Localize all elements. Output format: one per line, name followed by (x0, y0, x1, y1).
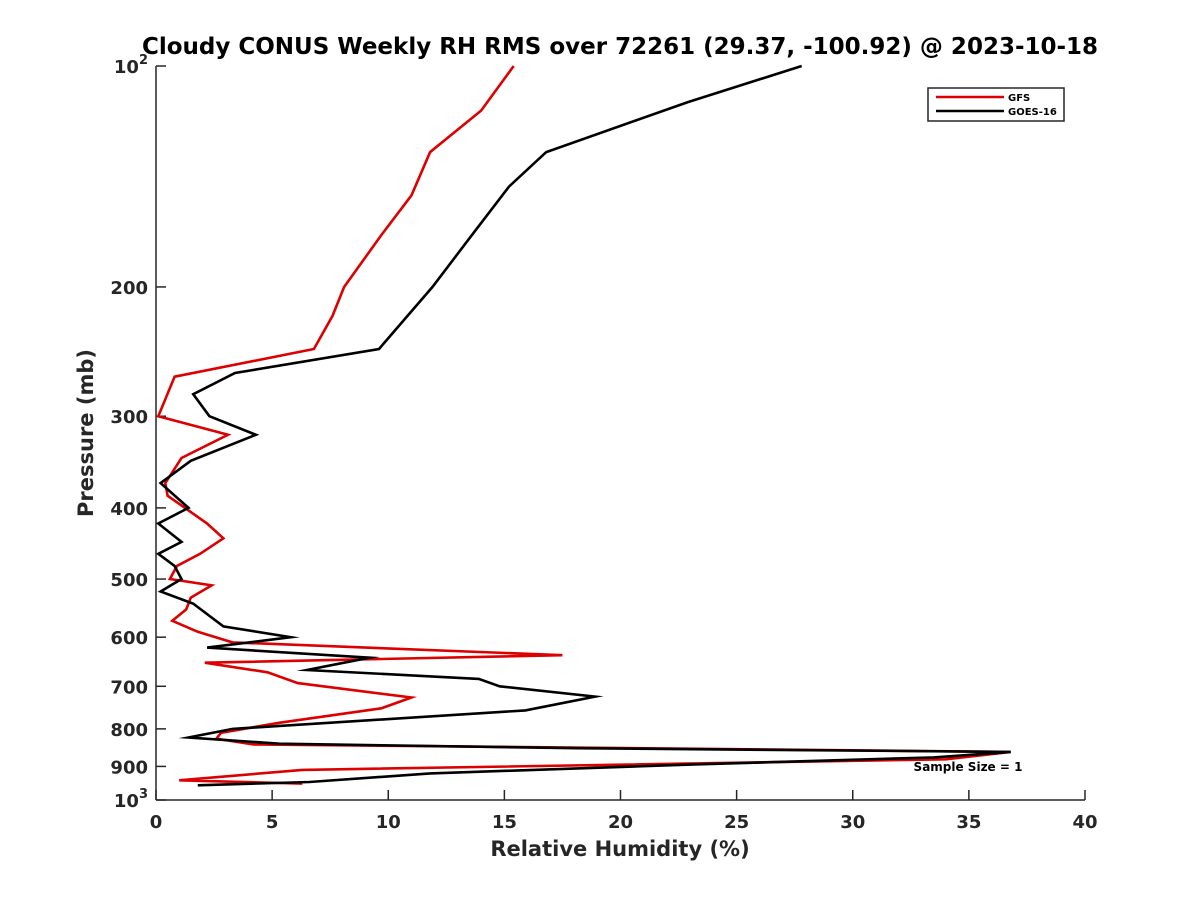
legend-label: GOES-16 (1008, 107, 1057, 118)
y-axis-ticks: 102 200 300 400 500 600 700 800 900 103 (110, 53, 166, 812)
y-tick-label: 200 (110, 278, 148, 299)
plot-frame (155, 66, 1085, 801)
chart-title: Cloudy CONUS Weekly RH RMS over 72261 (2… (142, 34, 1098, 60)
y-tick-label: 900 (110, 757, 148, 778)
x-tick-label: 15 (492, 812, 517, 833)
x-axis-ticks: 0 5 10 15 20 25 30 35 40 (150, 790, 1098, 833)
y-tick-label: 700 (110, 677, 148, 698)
y-axis-label: Pressure (mb) (74, 349, 98, 517)
y-tick-label: 400 (110, 499, 148, 520)
x-tick-label: 40 (1072, 812, 1097, 833)
y-tick-label: 800 (110, 720, 148, 741)
legend-label: GFS (1008, 93, 1030, 104)
x-tick-label: 30 (840, 812, 865, 833)
y-tick-label: 103 (114, 787, 148, 812)
series-layer (155, 64, 1011, 787)
x-tick-label: 5 (266, 812, 279, 833)
series-line-goes-16 (155, 64, 1011, 787)
x-tick-label: 10 (376, 812, 401, 833)
x-tick-label: 35 (956, 812, 981, 833)
x-axis-label: Relative Humidity (%) (490, 837, 749, 861)
x-tick-label: 25 (724, 812, 749, 833)
x-tick-label: 0 (150, 812, 163, 833)
x-tick-label: 20 (608, 812, 633, 833)
legend-box (927, 87, 1065, 122)
series-line-gfs (156, 65, 1011, 785)
y-tick-label: 500 (110, 570, 148, 591)
legend: GFS GOES-16 (927, 87, 1065, 122)
y-tick-label: 102 (114, 53, 148, 78)
sample-size-annotation: Sample Size = 1 (914, 760, 1023, 774)
y-tick-label: 600 (110, 628, 148, 649)
y-tick-label: 300 (110, 407, 148, 428)
